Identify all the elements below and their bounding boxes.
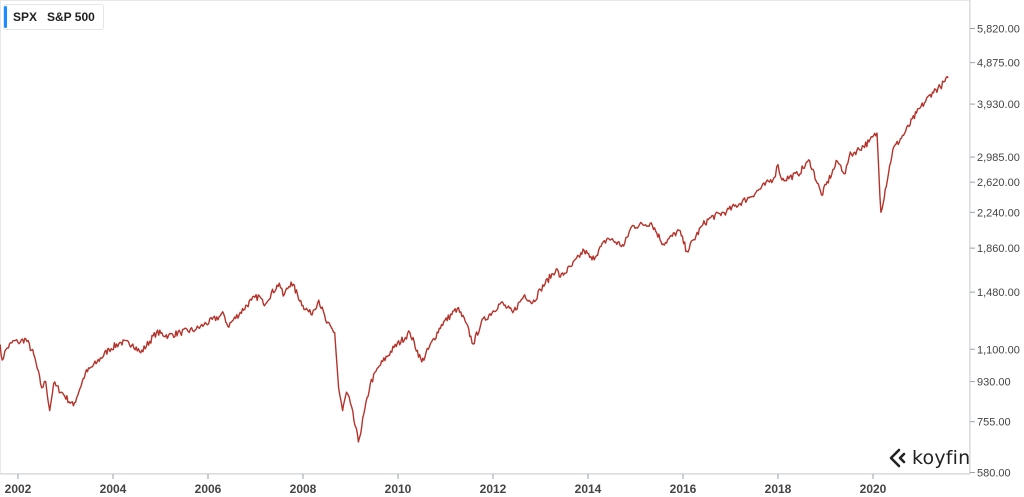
legend[interactable]: SPX S&P 500	[3, 4, 104, 30]
y-tick-label: 3,930.00	[977, 99, 1020, 111]
plot-border	[0, 0, 970, 474]
x-tick-label: 2004	[100, 482, 127, 496]
y-axis: 5,820.00 4,875.00 3,930.00 2,985.00 2,620.00…	[970, 24, 1020, 480]
x-tick-label: 2012	[480, 482, 507, 496]
x-tick-label: 2020	[860, 482, 887, 496]
legend-series-name: S&P 500	[47, 10, 95, 24]
series-line-spx[interactable]	[0, 75, 949, 443]
y-tick-label: 5,820.00	[977, 24, 1020, 36]
koyfin-logo-icon	[889, 448, 906, 468]
x-tick-label: 2016	[670, 482, 697, 496]
koyfin-watermark: koyfin	[888, 447, 970, 469]
brand-name: koyfin	[912, 447, 971, 469]
x-tick-label: 2002	[5, 482, 32, 496]
y-tick-label: 755.00	[977, 417, 1011, 429]
x-tick-label: 2006	[195, 482, 222, 496]
y-tick-label: 1,480.00	[977, 287, 1020, 299]
y-tick-label: 2,985.00	[977, 152, 1020, 164]
y-tick-label: 2,620.00	[977, 177, 1020, 189]
legend-ticker: SPX	[13, 10, 38, 24]
y-tick-label: 2,240.00	[977, 207, 1020, 219]
x-tick-label: 2010	[385, 482, 412, 496]
x-tick-label: 2008	[290, 482, 317, 496]
y-tick-label: 1,100.00	[977, 344, 1020, 356]
y-tick-label: 580.00	[977, 468, 1011, 480]
y-tick-label: 4,875.00	[977, 58, 1020, 70]
x-tick-label: 2018	[765, 482, 792, 496]
x-axis: 2002 2004 2006 2008 2010 2012 2014 2016 2018 2020	[5, 474, 887, 496]
x-tick-label: 2014	[575, 482, 602, 496]
y-tick-label: 1,860.00	[977, 243, 1020, 255]
y-tick-label: 930.00	[977, 377, 1011, 389]
legend-color-swatch	[4, 6, 7, 28]
